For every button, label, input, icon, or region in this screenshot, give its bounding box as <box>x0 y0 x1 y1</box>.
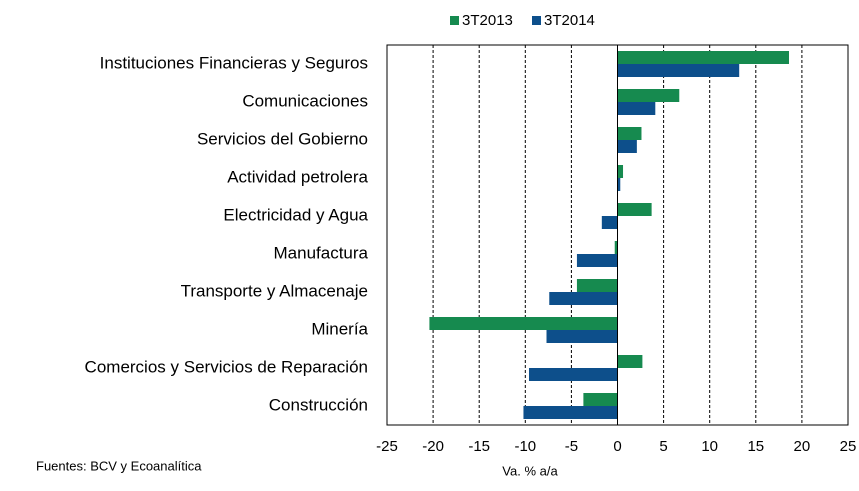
x-tick-label: 5 <box>659 438 667 455</box>
bar <box>576 254 618 267</box>
bar <box>617 64 740 77</box>
y-tick-label: Comunicaciones <box>242 91 368 110</box>
x-tick-label: 25 <box>840 438 857 455</box>
y-tick-label: Electricidad y Agua <box>223 205 368 224</box>
y-tick-label: Manufactura <box>274 243 369 262</box>
legend-label: 3T2013 <box>462 12 513 29</box>
bar <box>617 140 637 153</box>
x-tick-label: -20 <box>422 438 444 455</box>
bar <box>576 279 618 292</box>
x-axis-label: Va. % a/a <box>502 463 558 478</box>
bar <box>528 368 618 381</box>
x-tick-label: 20 <box>794 438 811 455</box>
bar <box>617 102 656 115</box>
x-tick-label: -5 <box>565 438 578 455</box>
legend-swatch <box>532 16 541 25</box>
y-tick-label: Servicios del Gobierno <box>197 129 368 148</box>
y-tick-label: Instituciones Financieras y Seguros <box>100 53 368 72</box>
bar <box>617 203 652 216</box>
y-tick-label: Transporte y Almacenaje <box>181 281 368 300</box>
x-tick-label: 10 <box>701 438 718 455</box>
bar <box>546 330 618 343</box>
bar <box>617 89 680 102</box>
bar <box>583 393 618 406</box>
x-tick-label: 0 <box>613 438 621 455</box>
bar <box>617 355 643 368</box>
y-tick-label: Actividad petrolera <box>227 167 368 186</box>
x-tick-label: -15 <box>468 438 490 455</box>
y-tick-label: Minería <box>311 319 368 338</box>
legend-swatch <box>450 16 459 25</box>
bar <box>549 292 618 305</box>
bar <box>617 178 621 191</box>
bar <box>617 127 642 140</box>
y-tick-label: Comercios y Servicios de Reparación <box>85 357 368 376</box>
bar <box>617 165 624 178</box>
x-tick-label: -25 <box>376 438 398 455</box>
source-note: Fuentes: BCV y Ecoanalítica <box>36 458 202 473</box>
bar <box>617 51 789 64</box>
y-tick-label: Construcción <box>269 395 368 414</box>
x-tick-label: -10 <box>514 438 536 455</box>
bar <box>601 216 618 229</box>
x-tick-label: 15 <box>747 438 764 455</box>
legend-label: 3T2014 <box>544 12 595 29</box>
bar <box>614 241 618 254</box>
bar <box>523 406 618 419</box>
bar <box>429 317 618 330</box>
